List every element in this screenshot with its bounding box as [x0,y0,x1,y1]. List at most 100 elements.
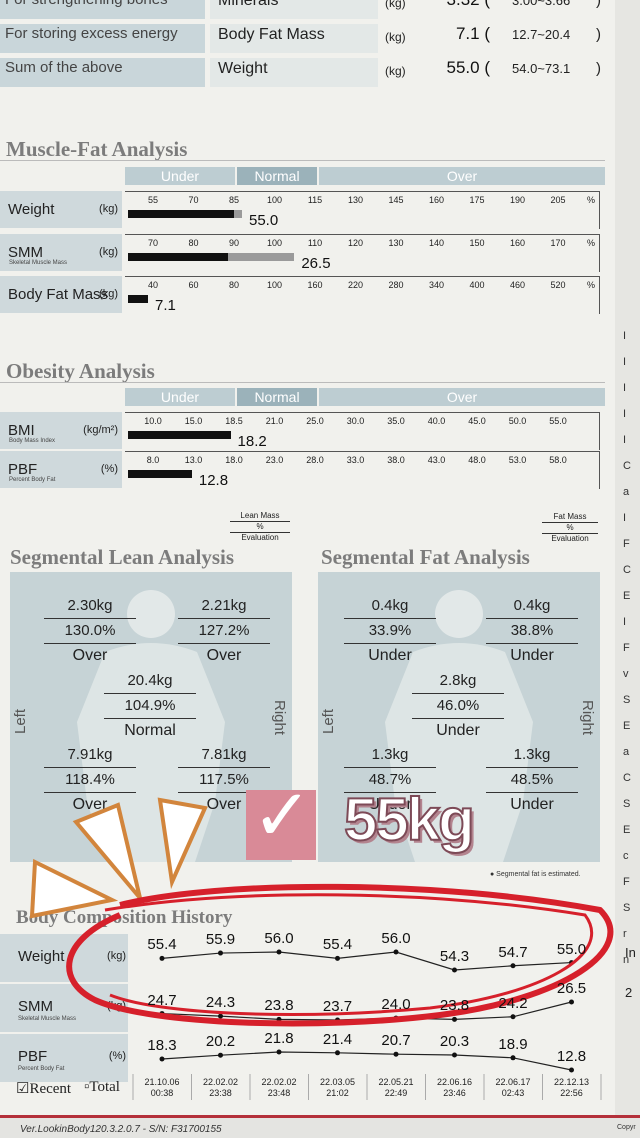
fat-right-leg-eval: Under [510,796,554,813]
row-name: Body Fat Mass [210,24,378,53]
row-unit: (kg) [99,203,118,215]
history-value: 24.3 [205,994,236,1012]
legend-line: % [230,522,290,533]
history-row-pbf: PBF Percent Body Fat (%) [0,1034,605,1084]
divider [0,382,605,383]
scale-tick: 190 [509,195,526,205]
history-label-cell: PBF Percent Body Fat (%) [0,1034,128,1082]
history-value: 26.5 [556,980,587,997]
value-bar [128,470,192,478]
scale-tick: 40 [147,280,159,290]
fat-trunk: 2.8kg 46.0% Under [408,669,508,743]
bar-value: 12.8 [198,472,229,489]
history-sublabel: Skeletal Muscle Mass [18,1016,77,1022]
scale-tick: 25.0 [306,416,324,426]
obesity-band: Under Normal Over [125,388,605,406]
lean-right-leg-pct: 117.5% [178,768,270,793]
lean-trunk-pct: 104.9% [104,694,196,719]
fat-legend: Fat Mass % Evaluation [542,512,598,544]
scale-tick: 130 [388,238,404,248]
recent-option[interactable]: ☑Recent [16,1079,71,1098]
history-value: 54.7 [498,943,528,961]
history-value: 24.2 [498,994,528,1012]
segmental-fat-panel: 0.4kg 33.9% Under 0.4kg 38.8% Under 2.8k… [318,572,600,862]
band-under: Under [125,388,235,406]
lean-left-leg-pct: 118.4% [44,768,136,793]
scale-tick: 15.0 [184,416,203,426]
legend-line: Evaluation [241,533,279,542]
margin-letter: c [623,850,629,862]
fat-trunk-kg: 2.8kg [412,669,504,694]
lean-left-leg-kg: 7.91kg [44,743,136,768]
result-sheet: For strengthening bonesMinerals(kg)3.32 … [0,0,615,1115]
muscle-fat-band: Under Normal Over [125,167,605,185]
total-option[interactable]: ▫Total [84,1079,120,1096]
legend-line: % [542,523,598,534]
history-value: 54.3 [439,948,470,965]
obesity-title: Obesity Analysis [6,359,155,383]
margin-letter: F [623,538,630,550]
history-date: 22.06.17 02:43 [495,1077,530,1099]
recent-checkbox-icon[interactable]: ☑ [16,1081,30,1097]
analysis-row-pbf: PBF Percent Body Fat (%) 8.0 13.0 18.0 23.0 28.… [0,451,605,489]
history-date: 22.06.16 23:46 [437,1077,472,1099]
scale-tick: 170 [550,238,566,248]
scale-tick: 160 [509,238,526,248]
scale-unit: % [586,280,595,290]
fat-trunk-eval: Under [436,722,480,739]
footer: Ver.LookinBody120.3.2.0.7 - S/N: F317001… [0,1115,640,1138]
lean-left-arm-pct: 130.0% [44,619,136,644]
fat-right-arm: 0.4kg 38.8% Under [482,594,582,668]
row-label: SMM [8,244,43,261]
row-name: Minerals [210,0,378,19]
history-value: 18.9 [498,1035,528,1053]
total-checkbox-icon[interactable]: ▫ [84,1079,90,1095]
history-value: 20.2 [205,1033,236,1051]
scale-tick: 10.0 [144,416,162,426]
history-title: Body Composition History [16,907,233,928]
scale-tick: 220 [347,280,364,290]
scale-tick: 110 [307,238,323,248]
scale-tick: 70 [147,238,159,248]
date-day: 22.06.16 [436,1077,473,1087]
fat-right-leg-kg: 1.3kg [486,743,578,768]
history-value: 56.0 [381,930,411,947]
scale-tick: 28.0 [306,455,324,465]
date-day: 22.12.13 [553,1077,590,1087]
scale-tick: 48.0 [468,455,486,465]
check-sticker: ✓ [246,776,316,860]
lean-right-arm-eval: Over [206,647,242,664]
history-label-cell: Weight (kg) [0,934,128,982]
history-value: 24.0 [381,996,411,1014]
scale-tick: 205 [550,195,566,205]
date-day: 22.03.05 [319,1077,356,1087]
lean-trunk-eval: Normal [124,722,176,739]
row-range: 54.0~73.1 [512,61,571,76]
scale-tick: 80 [228,280,240,290]
row-range: 12.7~20.4 [512,27,571,42]
analysis-row-weight: Weight (kg) 55 70 85 100 115 130 145 160 175 190 205… [0,191,605,229]
band-under: Under [125,167,235,185]
divider [0,160,605,161]
legend-line: Evaluation [551,534,589,543]
composition-row: For storing excess energy Body Fat Mass (k… [0,24,605,55]
history-value: 55.4 [147,936,177,954]
row-label: Body Fat Mass [8,286,109,303]
fat-left-leg-pct: 48.7% [344,768,436,793]
scale-tick: 53.0 [508,455,527,465]
scale-tick: 520 [550,280,566,290]
row-scale: 10.0 15.0 18.5 21.0 25.0 30.0 35.0 40.0 45.0 50.0… [125,412,600,450]
margin-heading: In [625,945,636,960]
row-value: 7.1 ( [455,24,490,43]
margin-letter: F [623,642,630,654]
history-unit: (kg) [107,1000,126,1012]
history-date: 22.05.21 22:49 [378,1077,413,1099]
copyright-text: Copyr [617,1124,636,1131]
row-scale: 70 80 90 100 110 120 130 140 150 160 170% 26.5 [125,234,600,272]
recent-label: Recent [29,1081,72,1097]
row-unit: (kg) [99,246,118,258]
segmental-lean-title: Segmental Lean Analysis [10,545,235,569]
segmental-fat-title: Segmental Fat Analysis [321,545,530,569]
row-label: Weight [8,201,55,218]
scale-tick: 90 [228,238,240,248]
